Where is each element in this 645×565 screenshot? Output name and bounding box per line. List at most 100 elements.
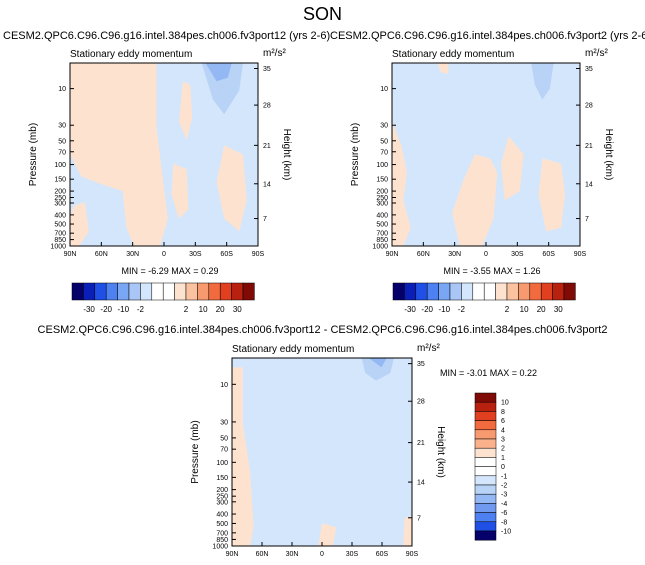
colorbar-label: -20 [421,305,433,314]
colorbar-swatch [174,282,187,301]
min-max-stats: MIN = -3.55 MAX = 1.26 [443,266,540,276]
colorbar-swatch [438,282,451,301]
x-tick-label: 30N [286,551,299,558]
x-tick-label: 60S [376,551,389,558]
y2-tick-label: 35 [585,66,593,73]
colorbar-swatch [404,282,417,301]
colorbar-swatch [552,282,565,301]
colorbar-swatch [474,530,497,541]
y-tick-label: 70 [58,149,66,156]
colorbar-label: 30 [554,305,563,314]
colorbar-swatch [474,466,497,477]
colorbar-label: 3 [501,437,505,444]
panel-title-difference: CESM2.QPC6.C96.C96.g16.intel.384pes.ch00… [37,324,608,336]
colorbar-swatch [474,420,497,431]
colorbar-swatch [208,282,221,301]
colorbar-label: 2 [501,446,505,453]
colorbar-label: 6 [501,418,505,425]
y-tick-label: 250 [376,195,388,202]
y-tick-label: 250 [54,195,66,202]
x-tick-label: 60S [542,251,555,258]
x-tick-label: 90N [64,251,77,258]
y-tick-label: 200 [376,189,388,196]
field-region [531,63,554,100]
field-region [361,358,394,381]
colorbar-label: -4 [501,501,507,508]
horizontal-colorbar: -30 -20 -10 -2 2 10 20 30 [71,282,255,314]
colorbar-swatch [426,282,439,301]
colorbar-label: 10 [501,400,509,407]
colorbar-label: 20 [537,305,546,314]
y-tick-label: 150 [376,177,388,184]
colorbar-label: 8 [501,409,505,416]
y-axis-label: Pressure (mb) [28,123,39,186]
colorbar-swatch [117,282,130,301]
y-tick-label: 10 [380,86,388,93]
y-tick-label: 200 [54,189,66,196]
y-axis-label: Pressure (mb) [350,123,361,186]
y2-tick-label: 28 [585,103,593,110]
colorbar-swatch [529,282,542,301]
y-tick-label: 500 [216,521,228,528]
y-tick-label: 30 [58,123,66,130]
y-tick-label: 100 [54,162,66,169]
y-tick-label: 850 [376,237,388,244]
y-tick-label: 150 [216,475,228,482]
colorbar-swatch [474,392,497,403]
y-tick-label: 10 [220,382,228,389]
field-region [201,63,243,115]
x-tick-label: 0 [484,251,488,258]
x-tick-label: 90N [226,551,239,558]
y-tick-label: 70 [380,149,388,156]
colorbar-swatch [242,282,255,301]
x-tick-label: 30N [126,251,139,258]
y-tick-label: 250 [216,494,228,501]
min-max-stats: MIN = -6.29 MAX = 0.29 [121,266,218,276]
y2-tick-label: 35 [417,361,425,368]
y2-tick-label: 28 [263,103,271,110]
x-tick-label: 30S [511,251,524,258]
y-tick-label: 500 [376,222,388,229]
colorbar-swatch [185,282,198,301]
colorbar-swatch [474,475,497,486]
field-region [368,358,387,368]
y-tick-label: 700 [54,231,66,238]
y-tick-label: 70 [220,447,228,454]
y2-tick-label: 14 [585,181,593,188]
panel-panel_control: 90N 60N 30N 0 30S 60S 90S103050701001502002503… [350,48,614,276]
y2-tick-label: 7 [417,515,421,522]
y-tick-label: 1000 [50,244,66,251]
colorbar-swatch [392,282,405,301]
y2-tick-label: 21 [585,143,593,150]
x-tick-label: 90S [406,551,419,558]
units-label: m²/s² [417,343,440,354]
colorbar-label: -20 [100,305,112,314]
colorbar-label: 0 [501,464,505,471]
colorbar-swatch [563,282,576,301]
field-region [171,163,189,219]
colorbar-swatch [474,484,497,495]
y2-tick-label: 21 [417,440,425,447]
y-tick-label: 300 [54,200,66,207]
field-region [70,63,168,246]
field-region [437,63,449,74]
y2-axis-label: Height (km) [435,426,446,478]
colorbar-swatch [197,282,210,301]
colorbar-swatch [474,429,497,440]
colorbar-swatch [474,503,497,513]
y-tick-label: 700 [216,530,228,537]
colorbar-label: 20 [216,305,225,314]
colorbar-label: 30 [233,305,242,314]
y2-tick-label: 28 [417,399,425,406]
colorbar-swatch [474,447,497,458]
y-tick-label: 850 [216,537,228,544]
colorbar-swatch [461,282,474,301]
y-tick-label: 30 [380,123,388,130]
field-region [392,121,411,246]
x-tick-label: 90S [574,251,587,258]
colorbar-label: -2 [137,305,145,314]
x-tick-label: 30N [448,251,461,258]
colorbar-swatch [483,282,496,301]
colorbar-swatch [128,282,141,301]
